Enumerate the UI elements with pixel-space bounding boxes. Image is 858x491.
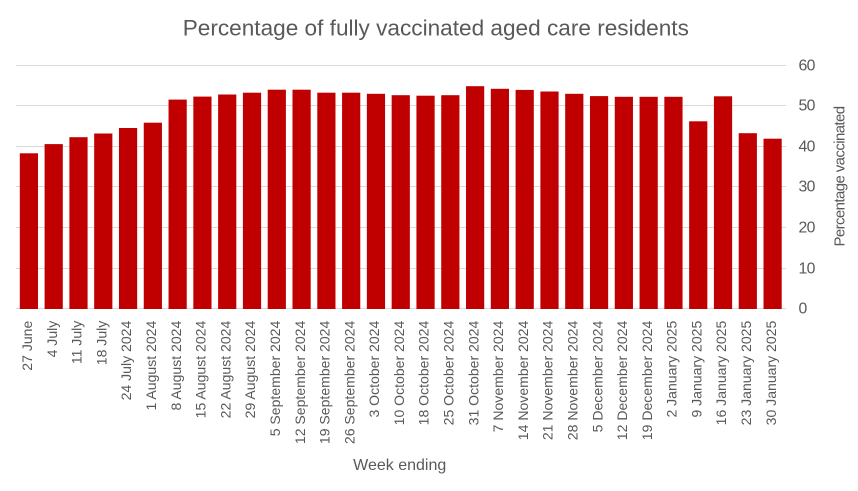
svg-text:0: 0 xyxy=(799,300,808,317)
svg-text:14 November 2024: 14 November 2024 xyxy=(515,321,531,441)
svg-text:Week ending: Week ending xyxy=(353,457,446,474)
svg-text:24 July 2024: 24 July 2024 xyxy=(118,321,134,401)
svg-text:12 December 2024: 12 December 2024 xyxy=(614,321,630,441)
svg-text:30 January 2025: 30 January 2025 xyxy=(763,321,779,426)
svg-text:16 January 2025: 16 January 2025 xyxy=(713,321,729,426)
svg-text:29 August 2024: 29 August 2024 xyxy=(242,321,258,419)
svg-text:10 October 2024: 10 October 2024 xyxy=(391,321,407,426)
svg-text:26 September 2024: 26 September 2024 xyxy=(341,321,357,445)
svg-text:30: 30 xyxy=(799,178,816,195)
svg-text:Percentage vaccinated: Percentage vaccinated xyxy=(832,106,849,246)
svg-text:50: 50 xyxy=(799,97,816,114)
svg-text:18 July: 18 July xyxy=(93,321,109,366)
svg-text:31 October 2024: 31 October 2024 xyxy=(465,321,481,426)
svg-text:20: 20 xyxy=(799,219,816,236)
svg-text:19 September 2024: 19 September 2024 xyxy=(317,321,333,445)
svg-text:18 October 2024: 18 October 2024 xyxy=(416,321,432,426)
svg-text:21 November 2024: 21 November 2024 xyxy=(540,321,556,441)
svg-text:60: 60 xyxy=(799,57,816,74)
svg-text:15 August 2024: 15 August 2024 xyxy=(193,321,209,419)
svg-text:22 August 2024: 22 August 2024 xyxy=(217,321,233,419)
svg-text:28 November 2024: 28 November 2024 xyxy=(564,321,580,441)
svg-text:25 October 2024: 25 October 2024 xyxy=(441,321,457,426)
svg-text:27 June: 27 June xyxy=(19,321,35,371)
svg-text:40: 40 xyxy=(799,138,816,155)
svg-text:12 September 2024: 12 September 2024 xyxy=(292,321,308,445)
svg-text:1 August 2024: 1 August 2024 xyxy=(143,321,159,411)
svg-text:11 July: 11 July xyxy=(69,321,85,364)
svg-text:4 July: 4 July xyxy=(44,321,60,358)
svg-text:10: 10 xyxy=(799,260,816,277)
svg-text:23 January 2025: 23 January 2025 xyxy=(738,321,754,426)
svg-text:5 December 2024: 5 December 2024 xyxy=(589,321,605,433)
svg-text:Percentage of fully vaccinated: Percentage of fully vaccinated aged care… xyxy=(183,15,689,40)
svg-text:5 September 2024: 5 September 2024 xyxy=(267,321,283,437)
svg-text:3 October 2024: 3 October 2024 xyxy=(366,321,382,418)
svg-text:7 November 2024: 7 November 2024 xyxy=(490,321,506,433)
svg-text:8 August 2024: 8 August 2024 xyxy=(168,321,184,411)
svg-text:9 January 2025: 9 January 2025 xyxy=(688,321,704,418)
svg-text:2 January 2025: 2 January 2025 xyxy=(664,321,680,418)
svg-text:19 December 2024: 19 December 2024 xyxy=(639,321,655,441)
